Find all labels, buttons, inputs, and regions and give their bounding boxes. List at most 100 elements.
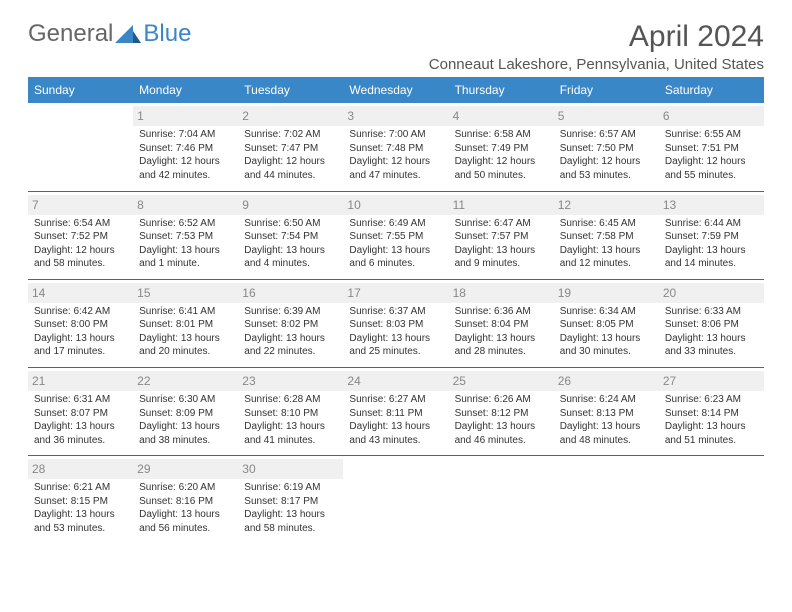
daylight-line: Daylight: 13 hours and 28 minutes. <box>455 332 548 359</box>
day-number: 11 <box>449 195 554 215</box>
sunrise-line: Sunrise: 6:19 AM <box>244 481 337 495</box>
sunset-line: Sunset: 8:06 PM <box>665 318 758 332</box>
daylight-line: Daylight: 13 hours and 48 minutes. <box>560 420 653 447</box>
calendar-day-cell: 14 Sunrise: 6:42 AMSunset: 8:00 PMDayligh… <box>28 279 133 367</box>
day-number: 18 <box>449 283 554 303</box>
calendar-day-cell: 11Sunrise: 6:47 AMSunset: 7:57 PMDayligh… <box>449 191 554 279</box>
daylight-line: Daylight: 13 hours and 17 minutes. <box>34 332 127 359</box>
daylight-line: Daylight: 13 hours and 30 minutes. <box>560 332 653 359</box>
sunset-line: Sunset: 8:02 PM <box>244 318 337 332</box>
sunset-line: Sunset: 7:59 PM <box>665 230 758 244</box>
calendar-day-cell: 15Sunrise: 6:41 AMSunset: 8:01 PMDayligh… <box>133 279 238 367</box>
calendar-day-cell: 19 Sunrise: 6:34 AMSunset: 8:05 PMDayligh… <box>554 279 659 367</box>
logo-text-general: General <box>28 20 113 48</box>
sunset-line: Sunset: 8:00 PM <box>34 318 127 332</box>
sunset-line: Sunset: 7:50 PM <box>560 142 653 156</box>
weekday-header: Saturday <box>659 77 764 103</box>
weekday-header: Wednesday <box>343 77 448 103</box>
sunrise-line: Sunrise: 6:26 AM <box>455 393 548 407</box>
calendar-day-cell: 5Sunrise: 6:57 AMSunset: 7:50 PMDaylight… <box>554 103 659 191</box>
calendar-day-cell: 29 Sunrise: 6:20 AMSunset: 8:16 PMDayligh… <box>133 456 238 544</box>
day-number: 1 <box>133 106 238 126</box>
weekday-header: Friday <box>554 77 659 103</box>
daylight-line: Daylight: 13 hours and 4 minutes. <box>244 244 337 271</box>
day-number: 13 <box>659 195 764 215</box>
logo-text-blue: Blue <box>143 20 191 48</box>
sunset-line: Sunset: 8:04 PM <box>455 318 548 332</box>
weekday-header: Thursday <box>449 77 554 103</box>
title-block: April 2024 Conneaut Lakeshore, Pennsylva… <box>429 20 764 73</box>
daylight-line: Daylight: 13 hours and 43 minutes. <box>349 420 442 447</box>
sunset-line: Sunset: 7:55 PM <box>349 230 442 244</box>
logo: General Blue <box>28 20 191 48</box>
sunset-line: Sunset: 7:53 PM <box>139 230 232 244</box>
daylight-line: Daylight: 12 hours and 44 minutes. <box>244 155 337 182</box>
daylight-line: Daylight: 13 hours and 33 minutes. <box>665 332 758 359</box>
calendar-day-cell: 23Sunrise: 6:28 AMSunset: 8:10 PMDayligh… <box>238 367 343 455</box>
daylight-line: Daylight: 13 hours and 25 minutes. <box>349 332 442 359</box>
day-number: 17 <box>343 283 448 303</box>
day-number: 22 <box>133 371 238 391</box>
day-number: 19 <box>554 283 659 303</box>
sunset-line: Sunset: 8:16 PM <box>139 495 232 509</box>
calendar-day-cell: 10Sunrise: 6:49 AMSunset: 7:55 PMDayligh… <box>343 191 448 279</box>
daylight-line: Daylight: 13 hours and 46 minutes. <box>455 420 548 447</box>
sunset-line: Sunset: 8:05 PM <box>560 318 653 332</box>
day-number: 3 <box>343 106 448 126</box>
daylight-line: Daylight: 13 hours and 56 minutes. <box>139 508 232 535</box>
calendar-day-cell: 21Sunrise: 6:31 AMSunset: 8:07 PMDayligh… <box>28 367 133 455</box>
daylight-line: Daylight: 13 hours and 41 minutes. <box>244 420 337 447</box>
calendar-day-cell: 17Sunrise: 6:37 AMSunset: 8:03 PMDayligh… <box>343 279 448 367</box>
daylight-line: Daylight: 13 hours and 58 minutes. <box>244 508 337 535</box>
sunset-line: Sunset: 8:17 PM <box>244 495 337 509</box>
day-number: 6 <box>659 106 764 126</box>
day-number: 20 <box>659 283 764 303</box>
daylight-line: Daylight: 12 hours and 58 minutes. <box>34 244 127 271</box>
daylight-line: Daylight: 13 hours and 22 minutes. <box>244 332 337 359</box>
weekday-header: Monday <box>133 77 238 103</box>
calendar-day-cell <box>343 456 448 544</box>
calendar-day-cell: 9Sunrise: 6:50 AMSunset: 7:54 PMDaylight… <box>238 191 343 279</box>
calendar-week-row: 7Sunrise: 6:54 AMSunset: 7:52 PMDaylight… <box>28 191 764 279</box>
sunrise-line: Sunrise: 6:34 AM <box>560 305 653 319</box>
calendar-week-row: 1Sunrise: 7:04 AMSunset: 7:46 PMDaylight… <box>28 103 764 191</box>
sunrise-line: Sunrise: 6:33 AM <box>665 305 758 319</box>
calendar-day-cell <box>659 456 764 544</box>
calendar-day-cell: 24Sunrise: 6:27 AMSunset: 8:11 PMDayligh… <box>343 367 448 455</box>
sunset-line: Sunset: 8:14 PM <box>665 407 758 421</box>
calendar-day-cell <box>28 103 133 191</box>
daylight-line: Daylight: 13 hours and 53 minutes. <box>34 508 127 535</box>
sunrise-line: Sunrise: 6:41 AM <box>139 305 232 319</box>
calendar-day-cell: 1Sunrise: 7:04 AMSunset: 7:46 PMDaylight… <box>133 103 238 191</box>
sunset-line: Sunset: 8:13 PM <box>560 407 653 421</box>
daylight-line: Daylight: 13 hours and 9 minutes. <box>455 244 548 271</box>
daylight-line: Daylight: 13 hours and 14 minutes. <box>665 244 758 271</box>
sunset-line: Sunset: 8:09 PM <box>139 407 232 421</box>
header: General Blue April 2024 Conneaut Lakesho… <box>28 20 764 73</box>
sunrise-line: Sunrise: 6:47 AM <box>455 217 548 231</box>
sunset-line: Sunset: 8:07 PM <box>34 407 127 421</box>
calendar-day-cell: 4Sunrise: 6:58 AMSunset: 7:49 PMDaylight… <box>449 103 554 191</box>
sunrise-line: Sunrise: 6:42 AM <box>34 305 127 319</box>
sunrise-line: Sunrise: 6:55 AM <box>665 128 758 142</box>
sunrise-line: Sunrise: 6:20 AM <box>139 481 232 495</box>
calendar-day-cell: 8Sunrise: 6:52 AMSunset: 7:53 PMDaylight… <box>133 191 238 279</box>
day-number: 30 <box>238 459 343 479</box>
sunrise-line: Sunrise: 6:28 AM <box>244 393 337 407</box>
calendar-day-cell: 2Sunrise: 7:02 AMSunset: 7:47 PMDaylight… <box>238 103 343 191</box>
sunrise-line: Sunrise: 6:49 AM <box>349 217 442 231</box>
calendar-week-row: 14Sunrise: 6:42 AMSunset: 8:00 PMDayligh… <box>28 279 764 367</box>
calendar-day-cell: 25Sunrise: 6:26 AMSunset: 8:12 PMDayligh… <box>449 367 554 455</box>
sunrise-line: Sunrise: 6:50 AM <box>244 217 337 231</box>
sunrise-line: Sunrise: 6:23 AM <box>665 393 758 407</box>
sunrise-line: Sunrise: 6:31 AM <box>34 393 127 407</box>
day-number: 29 <box>133 459 238 479</box>
day-number: 28 <box>28 459 133 479</box>
daylight-line: Daylight: 13 hours and 12 minutes. <box>560 244 653 271</box>
calendar-day-cell: 7Sunrise: 6:54 AMSunset: 7:52 PMDaylight… <box>28 191 133 279</box>
calendar-week-row: 28Sunrise: 6:21 AMSunset: 8:15 PMDayligh… <box>28 456 764 544</box>
daylight-line: Daylight: 12 hours and 42 minutes. <box>139 155 232 182</box>
day-number: 14 <box>28 283 133 303</box>
day-number: 4 <box>449 106 554 126</box>
sunrise-line: Sunrise: 7:00 AM <box>349 128 442 142</box>
